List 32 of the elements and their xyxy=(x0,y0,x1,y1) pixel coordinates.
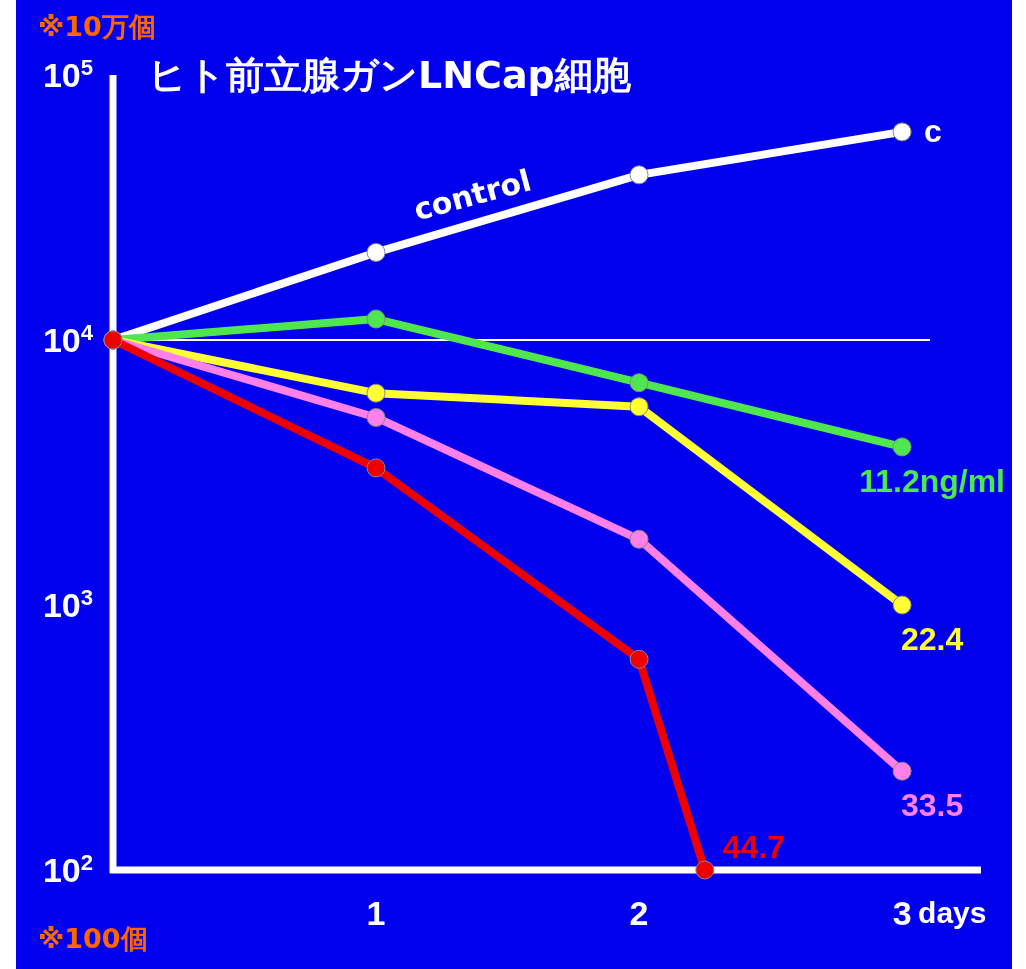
text: ※100個 xyxy=(38,923,148,954)
point xyxy=(629,529,649,549)
x-tick-label: 1 xyxy=(366,894,386,932)
point xyxy=(892,437,912,457)
annotation: control xyxy=(409,162,535,228)
point xyxy=(629,649,649,669)
series-label: 44.7 xyxy=(722,829,786,865)
series-label: 22.4 xyxy=(900,621,964,657)
y-tick-label: 10$^{4}$ xyxy=(42,319,94,359)
point xyxy=(892,595,912,615)
point xyxy=(695,860,715,880)
point xyxy=(366,383,386,403)
point xyxy=(892,122,912,142)
point xyxy=(892,761,912,781)
point xyxy=(629,373,649,393)
chart-title: ヒト前立腺ガンLNCap細胞 xyxy=(148,53,632,97)
series-label: 11.2ng/ml xyxy=(859,462,1006,499)
point xyxy=(366,309,386,329)
point xyxy=(629,397,649,417)
x-tick-label: 2 xyxy=(629,894,649,932)
series-label: 33.5 xyxy=(900,787,964,824)
y-tick-label: 10$^{3}$ xyxy=(42,584,93,624)
x-tick-label: 3 xyxy=(892,894,912,932)
point xyxy=(366,242,386,262)
text: ※10万個 xyxy=(38,11,156,42)
point xyxy=(629,165,649,185)
point xyxy=(366,407,386,427)
x-axis-title: days xyxy=(918,896,987,929)
y-tick-label: 10$^{2}$ xyxy=(42,849,93,889)
point xyxy=(366,458,386,478)
y-tick-label: 10$^{5}$ xyxy=(42,54,93,94)
series-label: c xyxy=(924,112,942,149)
